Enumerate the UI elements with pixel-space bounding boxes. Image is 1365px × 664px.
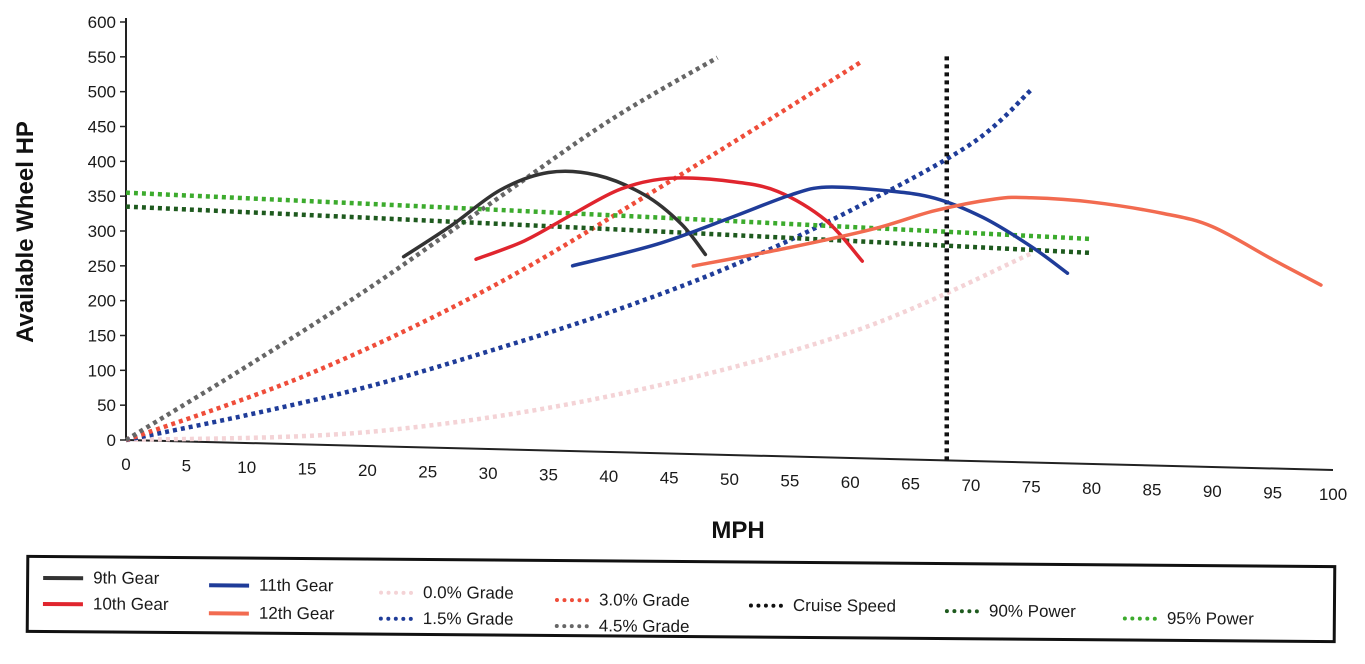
legend-swatch — [1123, 616, 1157, 620]
x-tick-label: 30 — [479, 464, 498, 483]
x-tick-label: 65 — [901, 475, 920, 494]
x-tick-label: 90 — [1203, 482, 1222, 501]
series-line-3-0-grade — [126, 61, 862, 440]
legend-item-cruise-speed: Cruise Speed — [749, 596, 896, 617]
y-tick-label: 450 — [88, 118, 116, 137]
legend-label: 0.0% Grade — [423, 583, 514, 604]
x-tick-label: 15 — [298, 460, 317, 479]
legend-swatch — [749, 604, 783, 608]
legend-label: 90% Power — [989, 601, 1076, 622]
y-tick-label: 150 — [88, 327, 116, 346]
x-tick-label: 40 — [599, 467, 618, 486]
chart-svg: 0 50 100 150 200 250 300 350 400 450 500 550 600 0 5 1… — [0, 0, 1365, 560]
legend-label: 11th Gear — [259, 576, 333, 597]
legend-swatch — [209, 611, 249, 615]
legend-item-3-0-grade: 3.0% Grade — [555, 590, 690, 611]
y-tick-label: 0 — [107, 431, 116, 450]
legend-swatch — [379, 591, 413, 595]
x-tick-label: 10 — [237, 458, 256, 477]
y-tick-label: 250 — [88, 257, 116, 276]
legend-swatch — [209, 583, 249, 587]
legend-label: 9th Gear — [93, 568, 159, 589]
legend-swatch — [43, 576, 83, 580]
legend-label: 1.5% Grade — [423, 609, 514, 630]
legend-item-4-5-grade: 4.5% Grade — [555, 616, 690, 637]
x-tick-label: 20 — [358, 461, 377, 480]
plot-area: 0 50 100 150 200 250 300 350 400 450 500 550 600 0 5 1… — [88, 13, 1348, 504]
y-tick-label: 200 — [88, 292, 116, 311]
legend-item-95-power: 95% Power — [1123, 608, 1254, 629]
x-tick-label: 60 — [841, 473, 860, 492]
x-tick-label: 95 — [1263, 484, 1282, 503]
series-line-12th-gear — [693, 197, 1321, 285]
legend-swatch — [945, 609, 979, 613]
legend-swatch — [555, 598, 589, 602]
legend-swatch — [555, 624, 589, 628]
legend-item-0-0-grade: 0.0% Grade — [379, 583, 514, 604]
legend-item-10th-gear: 10th Gear — [43, 594, 169, 615]
legend-label: 10th Gear — [93, 594, 169, 615]
legend-item-11th-gear: 11th Gear — [209, 575, 333, 596]
x-tick-labels: 0 5 10 15 20 25 30 35 40 45 50 55 60 65 70 75 80 85 90 95 10… — [121, 455, 1347, 504]
legend-label: 95% Power — [1167, 609, 1254, 630]
y-tick-label: 350 — [88, 187, 116, 206]
legend-swatch — [379, 617, 413, 621]
y-tick-label: 550 — [88, 48, 116, 67]
x-tick-label: 35 — [539, 466, 558, 485]
x-tick-label: 45 — [660, 469, 679, 488]
legend-item-9th-gear: 9th Gear — [43, 568, 159, 589]
x-tick-label: 85 — [1142, 481, 1161, 500]
series-layer — [126, 56, 1321, 460]
x-tick-label: 100 — [1319, 485, 1347, 504]
legend-item-1-5-grade: 1.5% Grade — [379, 609, 514, 630]
y-tick-label: 300 — [88, 222, 116, 241]
x-tick-label: 5 — [182, 457, 191, 476]
legend-item-12th-gear: 12th Gear — [209, 603, 335, 624]
legend-label: 4.5% Grade — [599, 616, 690, 637]
legend-label: Cruise Speed — [793, 596, 896, 617]
series-line-95-power — [126, 193, 1092, 239]
x-axis-title: MPH — [711, 517, 764, 544]
x-tick-label: 25 — [418, 463, 437, 482]
y-tick-label: 50 — [97, 396, 116, 415]
legend-label: 3.0% Grade — [599, 590, 690, 611]
y-tick-label: 600 — [88, 13, 116, 32]
y-tick-labels: 0 50 100 150 200 250 300 350 400 450 500 550 600 — [88, 13, 126, 450]
series-line-4-5-grade — [126, 58, 717, 440]
x-tick-label: 70 — [961, 476, 980, 495]
x-tick-label: 55 — [780, 472, 799, 491]
y-tick-label: 100 — [88, 361, 116, 380]
chart-legend: 9th Gear 10th Gear 11th Gear 12th Gear 0.0% … — [26, 555, 1337, 643]
x-tick-label: 50 — [720, 470, 739, 489]
y-tick-label: 400 — [88, 152, 116, 171]
legend-label: 12th Gear — [259, 604, 335, 625]
x-tick-label: 75 — [1022, 478, 1041, 497]
x-tick-label: 0 — [121, 455, 130, 474]
y-tick-label: 500 — [88, 83, 116, 102]
legend-swatch — [43, 602, 83, 606]
x-tick-label: 80 — [1082, 479, 1101, 498]
legend-item-90-power: 90% Power — [945, 601, 1076, 622]
y-axis-title: Available Wheel HP — [12, 121, 39, 343]
